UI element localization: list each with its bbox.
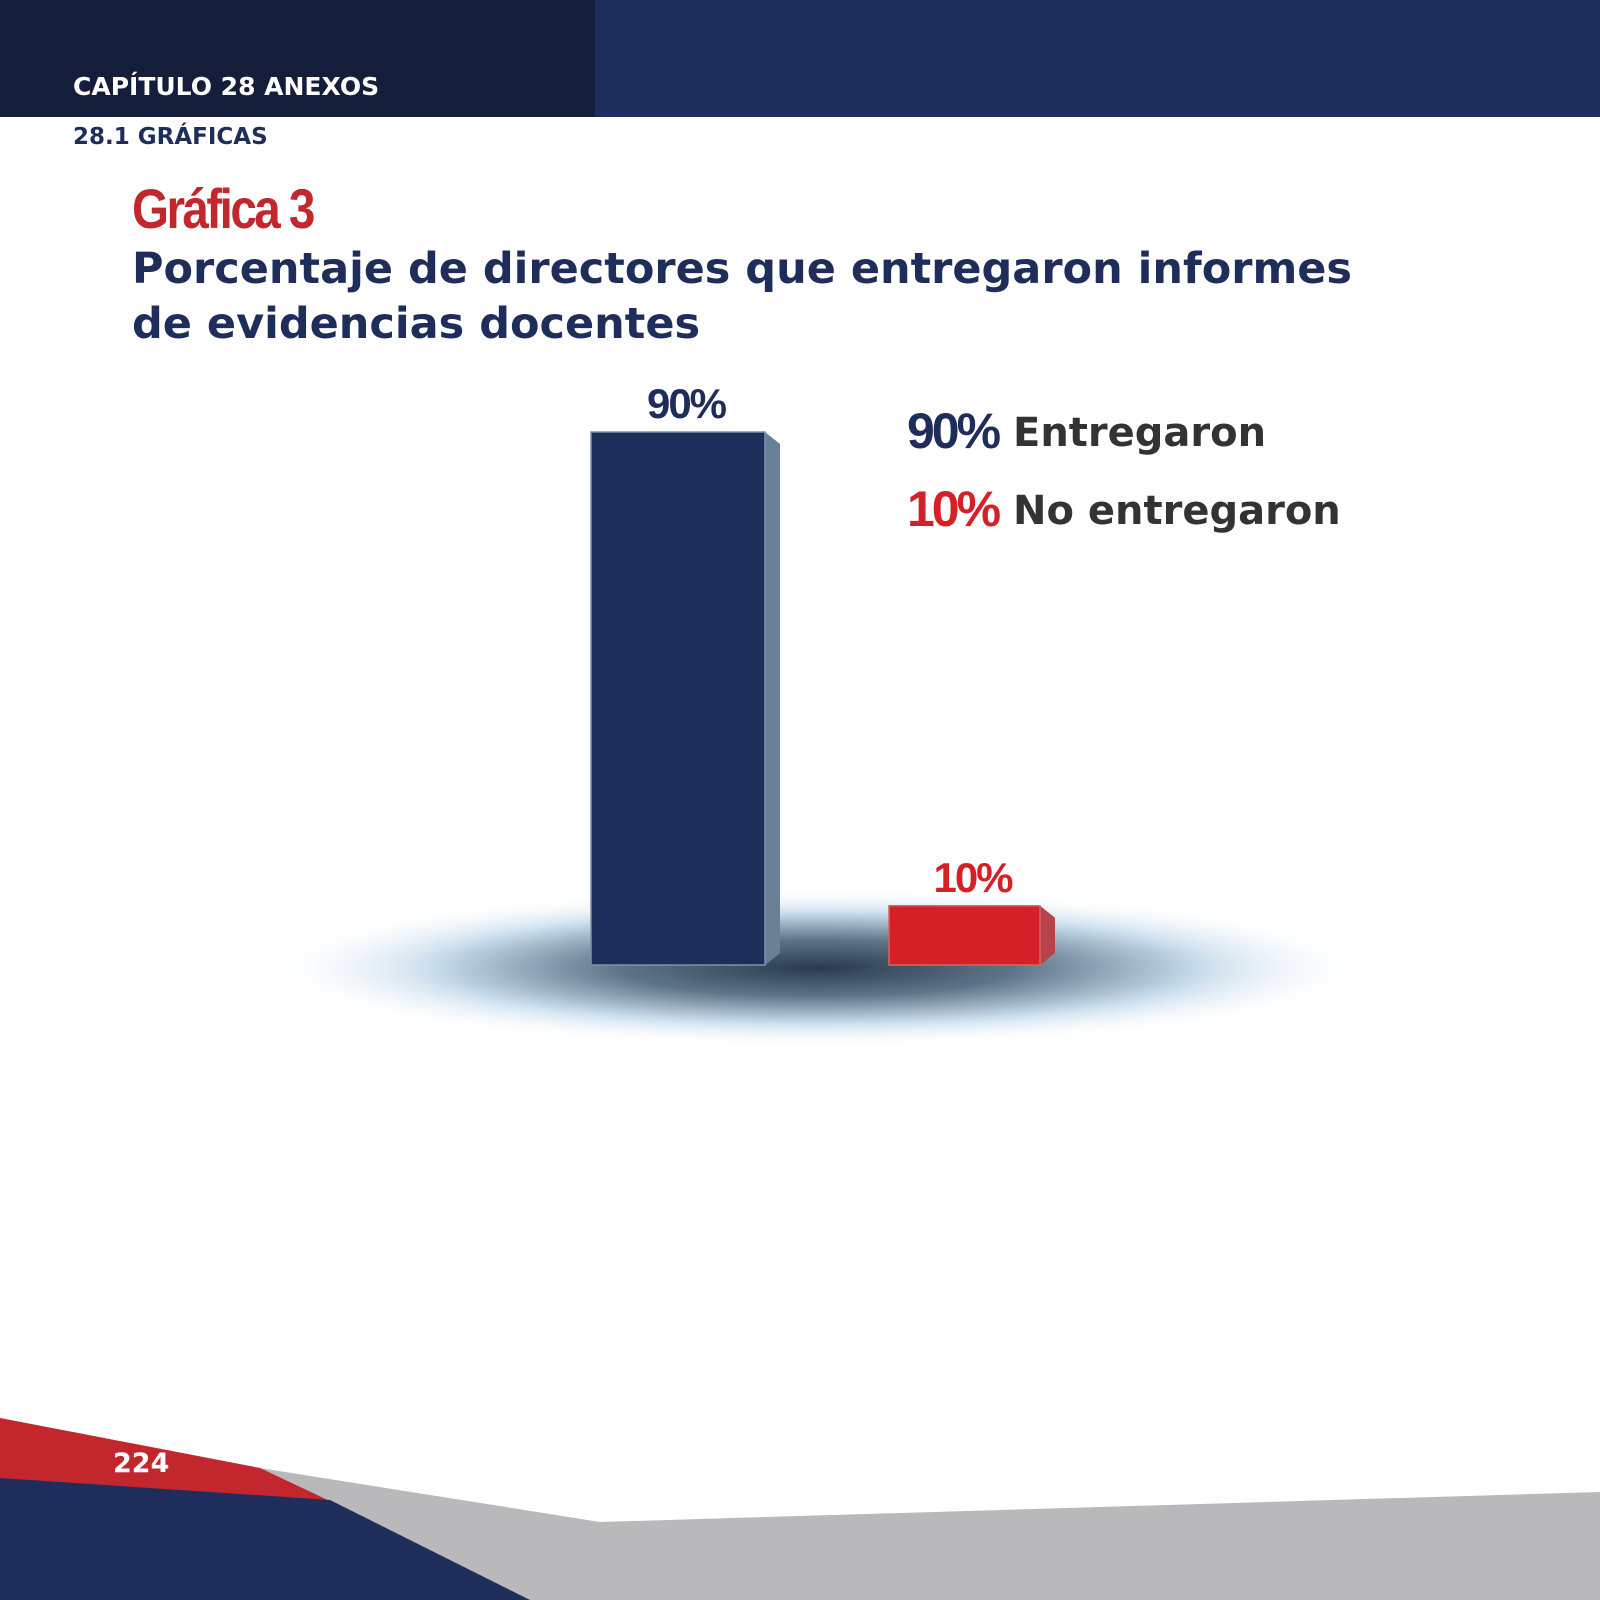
value-label: 10% [933, 854, 1013, 901]
chart-label: Gráfica 3 [132, 177, 315, 240]
section: 28.1 GRÁFICAS [73, 124, 268, 150]
value-label: 90% [647, 380, 727, 427]
header-band [595, 0, 1600, 117]
legend-label: No entregaron [1013, 488, 1341, 534]
legend-label: Entregaron [1013, 410, 1266, 456]
bar [590, 431, 766, 966]
legend-value: 90% [907, 403, 1001, 459]
bar-side [765, 432, 780, 965]
header-band-dark [0, 0, 595, 117]
footer-navy [0, 1478, 530, 1600]
chapter: CAPÍTULO 28 ANEXOS [73, 72, 380, 101]
chart-title: Porcentaje de directores que entregaron … [132, 244, 1353, 349]
page-number: 224 [113, 1448, 170, 1479]
bar-side [1040, 905, 1055, 965]
legend-value: 10% [907, 481, 1001, 537]
bar [888, 905, 1041, 966]
floor-shadow [257, 888, 1377, 1048]
